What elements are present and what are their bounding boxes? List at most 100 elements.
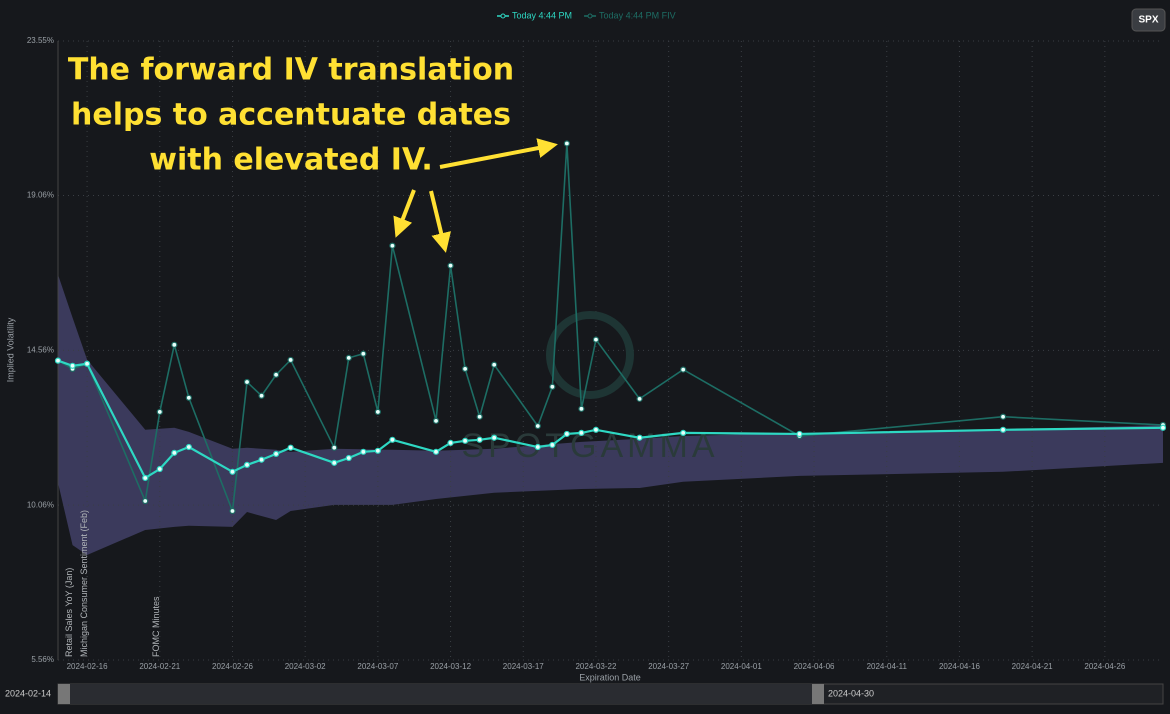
x-tick-label: 2024-03-02: [285, 662, 326, 671]
x-tick-label: 2024-04-26: [1084, 662, 1125, 671]
x-tick-label: 2024-03-22: [575, 662, 616, 671]
annotation-arrow: [429, 190, 451, 253]
x-tick-label: 2024-04-21: [1012, 662, 1053, 671]
data-point: [462, 365, 469, 373]
data-point: [345, 354, 352, 361]
annotation-arrow: [393, 189, 416, 238]
data-point: [491, 361, 498, 368]
x-tick-label: 2024-03-07: [357, 662, 398, 671]
legend-label: Today 4:44 PM: [512, 10, 572, 20]
event-label: Retail Sales YoY (Jan): [64, 568, 74, 657]
data-point: [360, 350, 367, 357]
data-point: [374, 408, 381, 416]
data-point: [171, 341, 178, 348]
data-point: [389, 242, 396, 249]
y-tick-label: 19.06%: [27, 191, 54, 200]
data-point: [592, 426, 600, 433]
data-point: [171, 449, 178, 456]
spx-button-label[interactable]: SPX: [1138, 15, 1158, 26]
data-point: [229, 468, 236, 475]
watermark-logo: [546, 311, 634, 399]
range-handle[interactable]: [812, 684, 824, 704]
x-tick-label: 2024-04-16: [939, 662, 980, 671]
y-tick-label: 10.06%: [27, 500, 54, 509]
data-point: [389, 436, 396, 443]
data-point: [534, 422, 541, 430]
data-point: [534, 443, 541, 451]
series-line: [57, 143, 1164, 512]
data-point: [999, 413, 1007, 420]
data-point: [491, 434, 498, 441]
data-point: [185, 394, 192, 401]
data-point: [83, 360, 91, 367]
data-point: [447, 439, 454, 446]
data-point: [476, 413, 483, 420]
x-tick-label: 2024-03-27: [648, 662, 689, 671]
data-point: [636, 434, 643, 441]
x-tick-label: 2024-03-12: [430, 662, 471, 671]
data-point: [432, 417, 440, 424]
data-point: [258, 392, 265, 399]
x-tick-label: 2024-04-06: [794, 662, 835, 671]
x-tick-label: 2024-03-17: [503, 662, 544, 671]
data-point: [462, 437, 469, 444]
data-point: [243, 378, 251, 386]
data-point: [374, 447, 381, 454]
data-point: [563, 140, 570, 147]
data-point: [999, 426, 1007, 433]
annotation-line: helps to accentuate dates: [71, 98, 511, 133]
data-point: [636, 395, 643, 402]
data-point: [563, 430, 570, 438]
data-point: [243, 461, 251, 469]
legend-swatch: [587, 13, 593, 19]
data-point: [287, 444, 294, 451]
x-tick-label: 2024-04-11: [867, 662, 908, 671]
x-tick-label: 2024-04-01: [721, 662, 762, 671]
data-point: [549, 441, 556, 449]
range-start: 2024-02-14: [5, 688, 51, 698]
data-point: [1159, 424, 1167, 431]
annotation-line: with elevated IV.: [149, 143, 432, 178]
data-point: [54, 357, 62, 364]
data-point: [447, 262, 454, 269]
x-tick-label: 2024-02-16: [67, 662, 108, 671]
data-point: [272, 371, 280, 378]
data-point: [156, 465, 163, 473]
data-point: [360, 448, 367, 455]
data-point: [272, 450, 280, 457]
data-point: [345, 454, 352, 462]
range-selection[interactable]: [58, 684, 812, 704]
annotation-arrow: [439, 138, 558, 169]
data-point: [476, 436, 483, 443]
data-point: [578, 429, 585, 437]
data-point: [432, 448, 440, 455]
data-point: [142, 497, 149, 505]
data-point: [331, 444, 338, 451]
event-label: Michigan Consumer Sentiment (Feb): [79, 510, 89, 657]
data-point: [258, 456, 265, 463]
data-point: [69, 362, 76, 369]
range-handle[interactable]: [58, 684, 70, 704]
data-point: [680, 429, 687, 437]
x-tick-label: 2024-02-21: [139, 662, 180, 671]
data-point: [287, 356, 294, 364]
legend-label: Today 4:44 PM FIV: [599, 10, 676, 20]
annotation-line: The forward IV translation: [68, 53, 514, 88]
y-tick-label: 5.56%: [31, 655, 54, 664]
data-point: [592, 336, 600, 343]
event-label: FOMC Minutes: [151, 596, 161, 657]
x-axis-title: Expiration Date: [579, 672, 641, 682]
range-end: 2024-04-30: [828, 688, 874, 698]
legend-swatch: [500, 13, 506, 19]
spx-button[interactable]: [1131, 8, 1166, 32]
data-point: [142, 474, 149, 482]
iv-range-band: [58, 274, 1163, 556]
data-point: [229, 507, 236, 515]
data-point: [549, 383, 556, 390]
data-point: [680, 366, 687, 373]
data-point: [796, 430, 803, 438]
x-tick-label: 2024-02-26: [212, 662, 253, 671]
data-point: [156, 408, 163, 416]
data-point: [578, 405, 585, 412]
